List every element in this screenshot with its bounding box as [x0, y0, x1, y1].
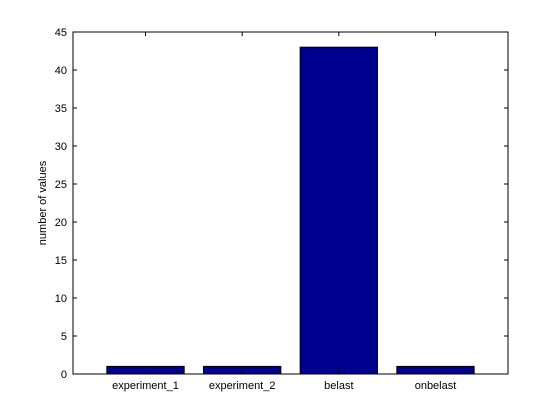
y-tick-label: 25	[55, 179, 67, 191]
y-tick-label: 45	[55, 27, 67, 39]
y-axis: 0 5 10 15 20 25 30 35 40 45	[55, 27, 508, 381]
bars-layer	[106, 46, 475, 375]
x-tick-label: belast	[324, 380, 353, 392]
y-tick-label: 15	[55, 255, 67, 267]
y-tick-label: 20	[55, 217, 67, 229]
y-axis-label: number of values	[37, 160, 49, 245]
bar-belast	[299, 46, 378, 375]
x-tick-label: experiment_2	[209, 380, 276, 392]
y-tick-label: 10	[55, 293, 67, 305]
y-tick-label: 40	[55, 65, 67, 77]
y-tick-label: 0	[61, 369, 67, 381]
x-tick-label: experiment_1	[112, 380, 179, 392]
x-tick-label: onbelast	[415, 380, 457, 392]
y-tick-label: 35	[55, 103, 67, 115]
plot-area	[72, 31, 509, 375]
y-tick-label: 5	[61, 331, 67, 343]
y-tick-label: 30	[55, 141, 67, 153]
x-axis: experiment_1 experiment_2 belast onbelast	[112, 32, 456, 392]
